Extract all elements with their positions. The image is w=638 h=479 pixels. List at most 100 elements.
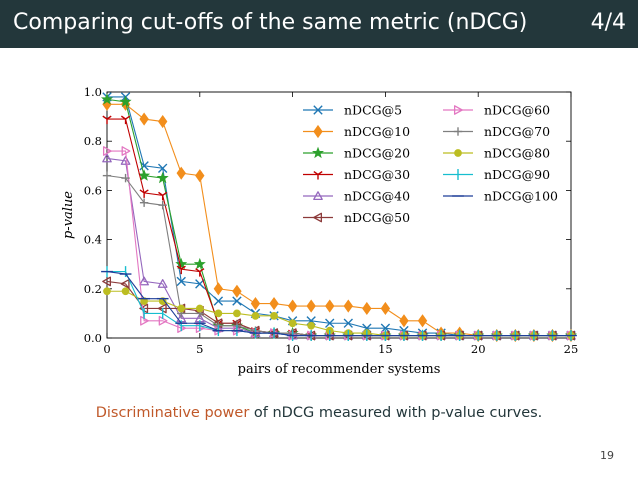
data-point	[120, 115, 131, 125]
slide-title: Comparing cut-offs of the same metric (n…	[13, 10, 528, 35]
series-ndcg-at-100	[101, 270, 577, 337]
data-point	[195, 304, 204, 313]
data-point	[343, 299, 353, 313]
data-point	[193, 257, 206, 270]
data-point	[325, 318, 335, 328]
legend-label: nDCG@10	[344, 124, 410, 139]
data-point	[175, 257, 188, 270]
x-tick-label: 0	[103, 342, 110, 356]
y-tick-label: 0.2	[84, 282, 102, 296]
legend-item: nDCG@80	[443, 146, 550, 161]
caption-text: of nDCG measured with p-value curves.	[249, 405, 543, 421]
legend-item: nDCG@50	[303, 210, 410, 225]
x-tick-label: 20	[471, 342, 486, 356]
data-point	[101, 93, 113, 105]
data-point	[119, 95, 132, 107]
data-point	[102, 146, 112, 156]
data-point	[214, 309, 223, 318]
series-line	[107, 290, 571, 337]
legend-item: nDCG@30	[303, 167, 410, 182]
data-point	[270, 311, 278, 320]
data-point	[157, 114, 168, 129]
legend-label: nDCG@90	[484, 167, 550, 182]
slide-header: Comparing cut-offs of the same metric (n…	[0, 0, 638, 48]
data-point	[176, 276, 186, 287]
legend-item: nDCG@70	[443, 124, 550, 139]
legend-item: nDCG@90	[443, 167, 550, 182]
data-point	[195, 268, 205, 277]
legend-label: nDCG@20	[344, 146, 410, 161]
page-number: 19	[600, 449, 614, 462]
data-point	[139, 276, 149, 286]
slide-counter: 4/4	[590, 10, 626, 35]
series-ndcg-at-50	[102, 276, 576, 341]
data-point	[325, 299, 335, 313]
legend-label: nDCG@40	[344, 189, 410, 204]
data-point	[288, 319, 297, 328]
legend-item: nDCG@40	[303, 189, 410, 204]
data-point	[176, 265, 186, 275]
data-point	[102, 276, 112, 287]
data-point	[251, 311, 260, 320]
data-point	[213, 282, 224, 296]
data-point	[399, 314, 409, 328]
data-point	[103, 287, 111, 296]
data-point	[195, 279, 205, 289]
y-axis-label: p-value	[61, 191, 76, 239]
data-point	[120, 279, 130, 289]
legend-item: nDCG@100	[443, 189, 558, 204]
y-tick-label: 0.4	[84, 233, 102, 247]
data-point	[139, 198, 149, 207]
data-point	[177, 304, 186, 313]
series-layer	[101, 92, 577, 343]
data-point	[139, 112, 149, 126]
p-value-chart: 0 5 10 15 20 250.00.20.40.60.81.0 nDCG@5nDCG@…	[61, 85, 579, 377]
legend: nDCG@5 nDCG@10 nDCG@20 nDCG@30 nDCG@40 nDCG@5…	[303, 103, 558, 225]
y-tick-label: 0.0	[84, 331, 102, 345]
data-point	[307, 321, 316, 330]
data-point	[158, 200, 167, 210]
data-point	[232, 284, 242, 298]
legend-item: nDCG@10	[303, 124, 410, 139]
slide-caption: Discriminative power of nDCG measured wi…	[0, 405, 638, 421]
data-point	[158, 191, 168, 201]
legend-label: nDCG@80	[484, 146, 550, 161]
data-point	[176, 166, 186, 180]
data-point	[102, 171, 112, 180]
data-point	[157, 279, 168, 288]
series-ndcg-at-90	[106, 266, 572, 341]
data-point	[343, 318, 353, 328]
data-point	[121, 146, 131, 156]
data-point	[306, 299, 316, 313]
plot-area	[106, 91, 572, 339]
data-point	[232, 296, 242, 306]
x-axis-label: pairs of recommender systems	[238, 362, 441, 377]
data-point	[102, 115, 112, 125]
data-point	[417, 314, 428, 328]
x-tick-label: 15	[378, 342, 393, 356]
legend-item: nDCG@5	[303, 103, 402, 118]
y-tick-label: 0.6	[84, 183, 102, 197]
caption-highlight: Discriminative power	[95, 405, 250, 421]
data-point	[287, 299, 298, 313]
data-point	[138, 169, 151, 181]
legend-label: nDCG@100	[484, 189, 558, 204]
legend-label: nDCG@30	[344, 167, 410, 182]
data-point	[269, 296, 279, 311]
data-point	[121, 287, 130, 296]
data-point	[121, 173, 130, 183]
x-tick-label: 25	[564, 342, 579, 356]
data-point	[102, 153, 112, 163]
legend-label: nDCG@60	[484, 103, 550, 118]
data-point	[156, 171, 169, 184]
data-point	[139, 189, 149, 198]
data-point	[120, 156, 131, 165]
legend-label: nDCG@70	[484, 124, 550, 139]
y-tick-label: 1.0	[84, 85, 102, 99]
data-point	[362, 301, 372, 316]
data-point	[380, 301, 391, 316]
legend-label: nDCG@50	[344, 210, 410, 225]
legend-item: nDCG@20	[303, 146, 410, 161]
data-point	[233, 309, 241, 318]
plot-border	[106, 91, 572, 339]
